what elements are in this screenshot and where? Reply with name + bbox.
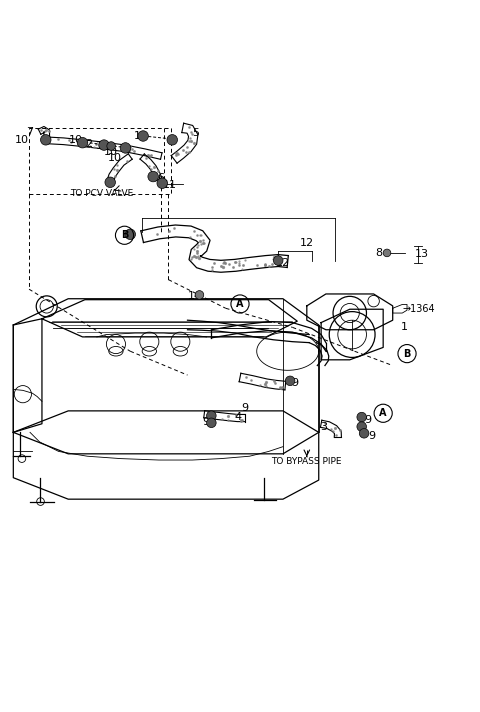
Text: TO PCV VALVE: TO PCV VALVE xyxy=(70,189,133,198)
Text: 10: 10 xyxy=(108,153,121,164)
Circle shape xyxy=(274,256,283,266)
Circle shape xyxy=(357,422,366,431)
Bar xyxy=(29,128,171,194)
Text: 9: 9 xyxy=(241,404,248,414)
Circle shape xyxy=(138,131,148,141)
Circle shape xyxy=(125,229,135,239)
Text: 7: 7 xyxy=(26,127,34,137)
Text: B: B xyxy=(403,349,411,359)
Text: 5: 5 xyxy=(192,127,200,137)
Text: 6: 6 xyxy=(157,172,164,182)
Text: TO BYPASS PIPE: TO BYPASS PIPE xyxy=(272,457,342,466)
Text: 9: 9 xyxy=(364,415,372,425)
Text: 9: 9 xyxy=(202,417,209,427)
Text: 10: 10 xyxy=(14,135,28,145)
Text: 10: 10 xyxy=(104,147,118,157)
Circle shape xyxy=(383,249,391,257)
Circle shape xyxy=(40,135,51,145)
Circle shape xyxy=(195,290,204,299)
Text: 2: 2 xyxy=(85,139,92,149)
Text: A: A xyxy=(379,408,387,418)
Circle shape xyxy=(206,411,216,420)
Circle shape xyxy=(99,140,109,150)
Text: 11: 11 xyxy=(162,180,176,190)
Circle shape xyxy=(360,429,369,438)
Text: 4: 4 xyxy=(234,412,241,422)
Text: 12: 12 xyxy=(300,238,314,248)
Text: 9: 9 xyxy=(368,431,375,441)
Text: 9: 9 xyxy=(291,378,299,388)
Text: 14: 14 xyxy=(188,291,202,301)
Circle shape xyxy=(206,418,216,428)
Circle shape xyxy=(357,412,366,422)
Text: →1364: →1364 xyxy=(402,304,435,314)
Text: 13: 13 xyxy=(414,249,428,259)
Circle shape xyxy=(148,172,158,182)
Text: 10: 10 xyxy=(68,135,83,145)
Text: 3: 3 xyxy=(321,422,327,431)
Circle shape xyxy=(105,177,116,187)
Text: 12: 12 xyxy=(276,258,290,268)
Circle shape xyxy=(77,137,88,148)
Text: B: B xyxy=(121,230,128,240)
Text: 10: 10 xyxy=(96,141,110,151)
Text: 8: 8 xyxy=(375,248,382,258)
Text: A: A xyxy=(236,299,244,309)
Circle shape xyxy=(285,376,295,386)
Text: 10: 10 xyxy=(134,130,148,140)
Circle shape xyxy=(107,142,116,150)
Text: 1: 1 xyxy=(401,323,408,333)
Circle shape xyxy=(157,178,168,189)
Circle shape xyxy=(167,135,178,145)
Circle shape xyxy=(120,142,131,153)
